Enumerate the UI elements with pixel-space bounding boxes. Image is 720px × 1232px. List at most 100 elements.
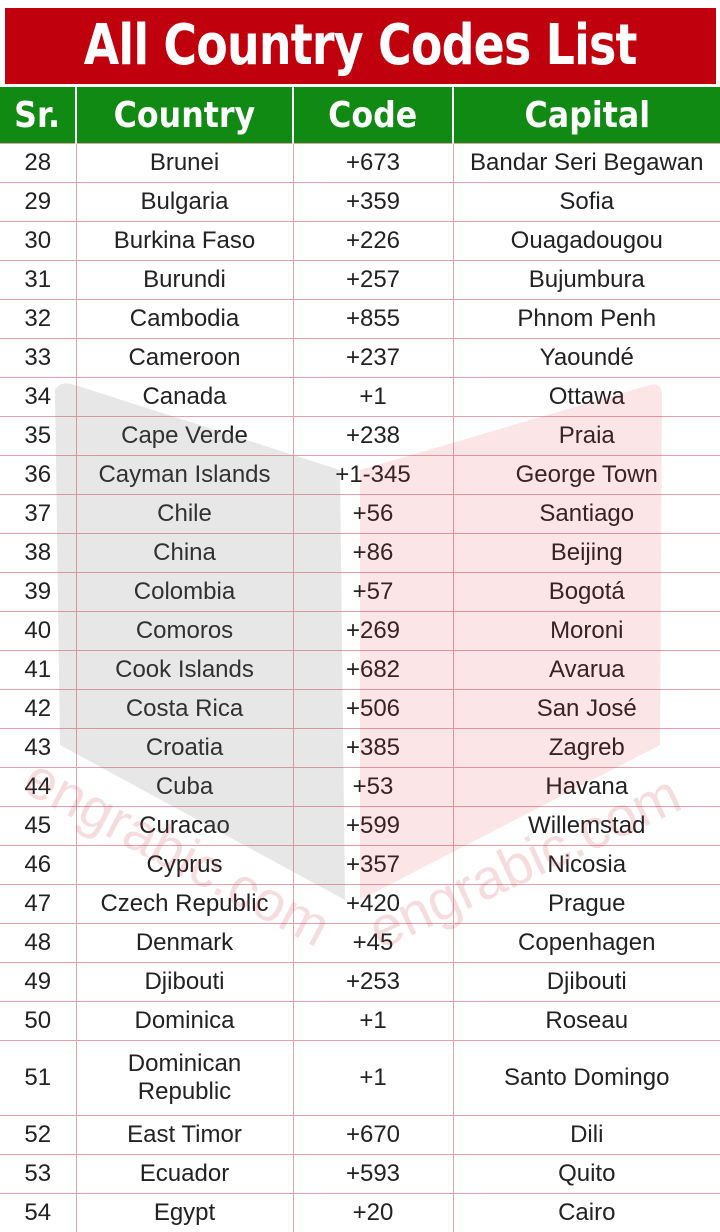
cell-country: Cambodia	[76, 300, 293, 339]
cell-sr: 45	[0, 807, 76, 846]
cell-capital: Avarua	[453, 651, 720, 690]
cell-sr: 53	[0, 1155, 76, 1194]
cell-sr: 50	[0, 1002, 76, 1041]
cell-code: +682	[293, 651, 453, 690]
cell-sr: 28	[0, 144, 76, 183]
cell-sr: 52	[0, 1116, 76, 1155]
cell-code: +86	[293, 534, 453, 573]
cell-capital: Ottawa	[453, 378, 720, 417]
cell-sr: 43	[0, 729, 76, 768]
cell-country: Curacao	[76, 807, 293, 846]
cell-sr: 51	[0, 1041, 76, 1116]
cell-capital: Dili	[453, 1116, 720, 1155]
cell-capital: Havana	[453, 768, 720, 807]
header-capital: Capital	[453, 87, 720, 144]
cell-country: Chile	[76, 495, 293, 534]
cell-code: +359	[293, 183, 453, 222]
cell-country: Burundi	[76, 261, 293, 300]
cell-code: +855	[293, 300, 453, 339]
cell-country: Croatia	[76, 729, 293, 768]
cell-country: Cape Verde	[76, 417, 293, 456]
cell-sr: 34	[0, 378, 76, 417]
cell-sr: 46	[0, 846, 76, 885]
cell-capital: Phnom Penh	[453, 300, 720, 339]
cell-capital: Beijing	[453, 534, 720, 573]
cell-sr: 40	[0, 612, 76, 651]
cell-country: Denmark	[76, 924, 293, 963]
cell-capital: Bujumbura	[453, 261, 720, 300]
cell-sr: 49	[0, 963, 76, 1002]
cell-capital: Moroni	[453, 612, 720, 651]
cell-country: Canada	[76, 378, 293, 417]
cell-sr: 31	[0, 261, 76, 300]
cell-capital: Willemstad	[453, 807, 720, 846]
cell-capital: George Town	[453, 456, 720, 495]
cell-sr: 42	[0, 690, 76, 729]
cell-country: Cook Islands	[76, 651, 293, 690]
cell-code: +237	[293, 339, 453, 378]
cell-code: +673	[293, 144, 453, 183]
cell-sr: 41	[0, 651, 76, 690]
cell-code: +357	[293, 846, 453, 885]
cell-capital: Santiago	[453, 495, 720, 534]
cell-country: East Timor	[76, 1116, 293, 1155]
cell-capital: Ouagadougou	[453, 222, 720, 261]
cell-code: +257	[293, 261, 453, 300]
header-code: Code	[293, 87, 453, 144]
cell-capital: Djibouti	[453, 963, 720, 1002]
cell-country: China	[76, 534, 293, 573]
cell-code: +269	[293, 612, 453, 651]
cell-sr: 54	[0, 1194, 76, 1232]
cell-code: +593	[293, 1155, 453, 1194]
cell-code: +420	[293, 885, 453, 924]
cell-code: +226	[293, 222, 453, 261]
cell-sr: 32	[0, 300, 76, 339]
header-sr: Sr.	[0, 87, 76, 144]
cell-code: +1	[293, 378, 453, 417]
cell-country: Brunei	[76, 144, 293, 183]
cell-country: Bulgaria	[76, 183, 293, 222]
cell-sr: 47	[0, 885, 76, 924]
cell-code: +670	[293, 1116, 453, 1155]
cell-capital: Prague	[453, 885, 720, 924]
cell-sr: 30	[0, 222, 76, 261]
cell-country: Comoros	[76, 612, 293, 651]
cell-capital: Bogotá	[453, 573, 720, 612]
cell-country: Dominican Republic	[76, 1041, 293, 1116]
cell-country: Egypt	[76, 1194, 293, 1232]
cell-country: Colombia	[76, 573, 293, 612]
cell-code: +253	[293, 963, 453, 1002]
page-title: All Country Codes List	[5, 8, 716, 84]
cell-code: +1	[293, 1002, 453, 1041]
cell-capital: Zagreb	[453, 729, 720, 768]
cell-country: Djibouti	[76, 963, 293, 1002]
cell-country: Burkina Faso	[76, 222, 293, 261]
table-header-row: Sr. Country Code Capital	[0, 87, 720, 144]
header-country: Country	[76, 87, 293, 144]
cell-code: +1-345	[293, 456, 453, 495]
cell-capital: Roseau	[453, 1002, 720, 1041]
cell-capital: San José	[453, 690, 720, 729]
cell-code: +53	[293, 768, 453, 807]
cell-country: Cayman Islands	[76, 456, 293, 495]
